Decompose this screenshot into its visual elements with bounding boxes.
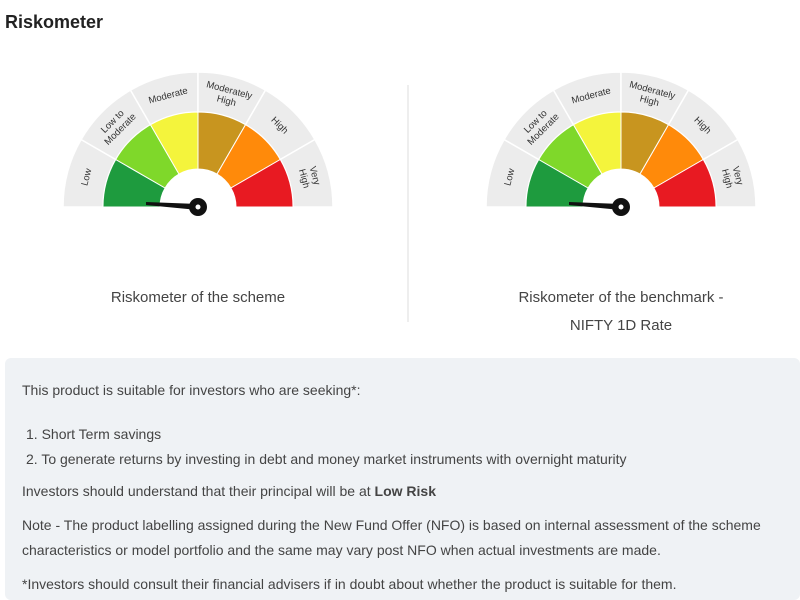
suitability-box: This product is suitable for investors w… — [5, 358, 800, 600]
risk-statement: Investors should understand that their p… — [22, 479, 783, 504]
needle — [569, 202, 621, 210]
item-list: 1. Short Term savings 2. To generate ret… — [22, 412, 783, 472]
needle-hub-dot — [195, 204, 201, 210]
segment-label-line: High — [719, 168, 735, 190]
intro: This product is suitable for investors w… — [22, 382, 361, 398]
needle — [146, 202, 198, 210]
segment-label-line: High — [215, 93, 237, 109]
note: Note - The product labelling assigned du… — [22, 517, 761, 558]
needle-hub-dot — [618, 204, 624, 210]
segment-label: VeryHigh — [296, 165, 322, 190]
segment-label-line: Low — [79, 167, 94, 187]
segment-label: Low — [79, 167, 94, 187]
segment-label-line: Low — [502, 167, 517, 187]
risk-segment — [653, 158, 717, 208]
segment-label-line: Very — [307, 165, 323, 186]
segment-label-line: High — [638, 93, 660, 109]
riskometer-caption: Riskometer of the benchmark - — [518, 289, 723, 306]
risk-text: Investors should understand that their p… — [22, 483, 371, 499]
list-item: 2. To generate returns by investing in d… — [26, 451, 627, 467]
footnote: *Investors should consult their financia… — [22, 576, 677, 592]
segment-label: VeryHigh — [719, 165, 745, 190]
riskometer-caption: NIFTY 1D Rate — [570, 317, 672, 334]
segment-label: Low — [502, 167, 517, 187]
riskometer-caption: Riskometer of the scheme — [111, 289, 285, 306]
risk-level: Low Risk — [374, 483, 436, 499]
segment-label-line: High — [296, 168, 312, 190]
risk-segment — [230, 158, 294, 208]
section-title: Riskometer — [5, 12, 104, 32]
list-item: 1. Short Term savings — [26, 426, 162, 442]
segment-label-line: Very — [730, 165, 746, 186]
